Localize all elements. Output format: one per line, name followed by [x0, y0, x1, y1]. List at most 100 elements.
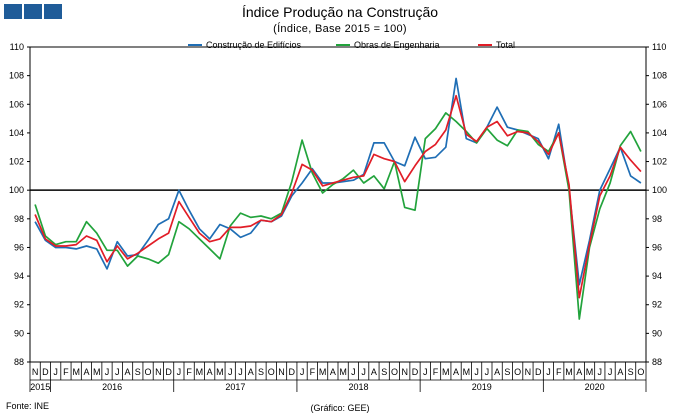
y-tick-label-left: 98 — [14, 214, 24, 224]
y-tick-label-right: 104 — [652, 128, 667, 138]
x-year-label: 2017 — [225, 382, 245, 392]
x-month-label: A — [453, 367, 459, 377]
y-tick-label-left: 100 — [9, 185, 24, 195]
x-month-label: M — [565, 367, 573, 377]
legend-label: Construção de Edifícios — [206, 40, 302, 50]
plot-frame — [29, 46, 647, 363]
x-month-label: J — [474, 367, 479, 377]
x-month-label: J — [608, 367, 613, 377]
x-month-label: O — [268, 367, 275, 377]
x-month-label: J — [228, 367, 233, 377]
series-line — [34, 112, 642, 320]
x-month-label: S — [381, 367, 387, 377]
y-tick-label-left: 108 — [9, 71, 24, 81]
x-month-label: D — [289, 367, 296, 377]
credit-note: (Gráfico: GEE) — [310, 403, 370, 413]
x-month-label: M — [319, 367, 327, 377]
x-month-label: S — [628, 367, 634, 377]
legend-label: Obras de Engenharia — [354, 40, 440, 50]
x-year-label: 2019 — [472, 382, 492, 392]
x-month-label: A — [330, 367, 336, 377]
x-month-label: F — [186, 367, 192, 377]
x-month-label: N — [401, 367, 408, 377]
x-month-label: O — [637, 367, 644, 377]
x-month-label: J — [53, 367, 58, 377]
x-month-label: J — [598, 367, 603, 377]
y-tick-label-left: 104 — [9, 128, 24, 138]
x-month-label: O — [391, 367, 398, 377]
x-year-label: 2016 — [102, 382, 122, 392]
x-month-label: M — [93, 367, 101, 377]
x-month-label: J — [351, 367, 356, 377]
y-tick-label-left: 88 — [14, 357, 24, 367]
x-month-label: O — [514, 367, 521, 377]
x-month-label: J — [423, 367, 428, 377]
x-month-label: A — [248, 367, 254, 377]
x-month-label: M — [196, 367, 204, 377]
y-tick-label-right: 96 — [652, 242, 662, 252]
logo-block — [4, 4, 22, 19]
source-note: Fonte: INE — [6, 401, 50, 411]
x-month-label: M — [586, 367, 594, 377]
x-month-label: N — [525, 367, 532, 377]
logo-block — [44, 4, 62, 19]
y-tick-label-right: 110 — [652, 42, 666, 52]
x-month-label: S — [135, 367, 141, 377]
y-tick-label-right: 90 — [652, 328, 662, 338]
x-year-label: 2015 — [30, 382, 50, 392]
x-month-label: A — [617, 367, 623, 377]
y-tick-label-right: 94 — [652, 271, 662, 281]
y-tick-label-left: 110 — [10, 42, 24, 52]
x-month-label: O — [145, 367, 152, 377]
y-tick-label-right: 108 — [652, 71, 667, 81]
x-month-label: D — [42, 367, 49, 377]
x-month-label: A — [207, 367, 213, 377]
x-month-label: A — [125, 367, 131, 377]
y-tick-label-left: 94 — [14, 271, 24, 281]
y-tick-label-right: 88 — [652, 357, 662, 367]
x-year-label: 2018 — [349, 382, 369, 392]
legend-label: Total — [496, 40, 515, 50]
x-month-label: D — [412, 367, 419, 377]
chart-title: Índice Produção na Construção — [241, 4, 439, 20]
x-month-label: A — [576, 367, 582, 377]
y-tick-label-left: 90 — [14, 328, 24, 338]
x-month-label: M — [72, 367, 80, 377]
y-tick-label-left: 92 — [14, 300, 24, 310]
x-month-label: D — [535, 367, 542, 377]
x-month-label: N — [155, 367, 162, 377]
x-month-label: A — [371, 367, 377, 377]
chart-subtitle: (Índice, Base 2015 = 100) — [273, 23, 407, 35]
x-month-label: J — [115, 367, 120, 377]
series-line — [34, 94, 642, 299]
x-month-label: A — [494, 367, 500, 377]
y-tick-label-left: 102 — [9, 157, 24, 167]
x-year-label: 2020 — [585, 382, 605, 392]
x-month-label: S — [504, 367, 510, 377]
y-tick-label-right: 92 — [652, 300, 662, 310]
x-month-label: S — [258, 367, 264, 377]
x-month-label: F — [556, 367, 562, 377]
x-month-label: M — [339, 367, 347, 377]
x-month-label: J — [177, 367, 182, 377]
ine-logo — [4, 4, 62, 19]
x-month-label: J — [238, 367, 243, 377]
y-tick-label-left: 106 — [9, 99, 24, 109]
logo-block — [24, 4, 42, 19]
x-month-label: M — [463, 367, 471, 377]
x-month-label: D — [165, 367, 172, 377]
x-month-label: J — [546, 367, 551, 377]
y-tick-label-right: 102 — [652, 157, 667, 167]
x-month-label: F — [63, 367, 69, 377]
x-month-label: N — [32, 367, 39, 377]
y-tick-label-right: 98 — [652, 214, 662, 224]
x-month-label: M — [442, 367, 450, 377]
x-month-label: J — [361, 367, 366, 377]
y-tick-label-right: 100 — [652, 185, 667, 195]
y-tick-label-right: 106 — [652, 99, 667, 109]
x-month-label: J — [300, 367, 305, 377]
y-tick-label-left: 96 — [14, 242, 24, 252]
x-month-label: J — [105, 367, 110, 377]
x-month-label: J — [485, 367, 490, 377]
